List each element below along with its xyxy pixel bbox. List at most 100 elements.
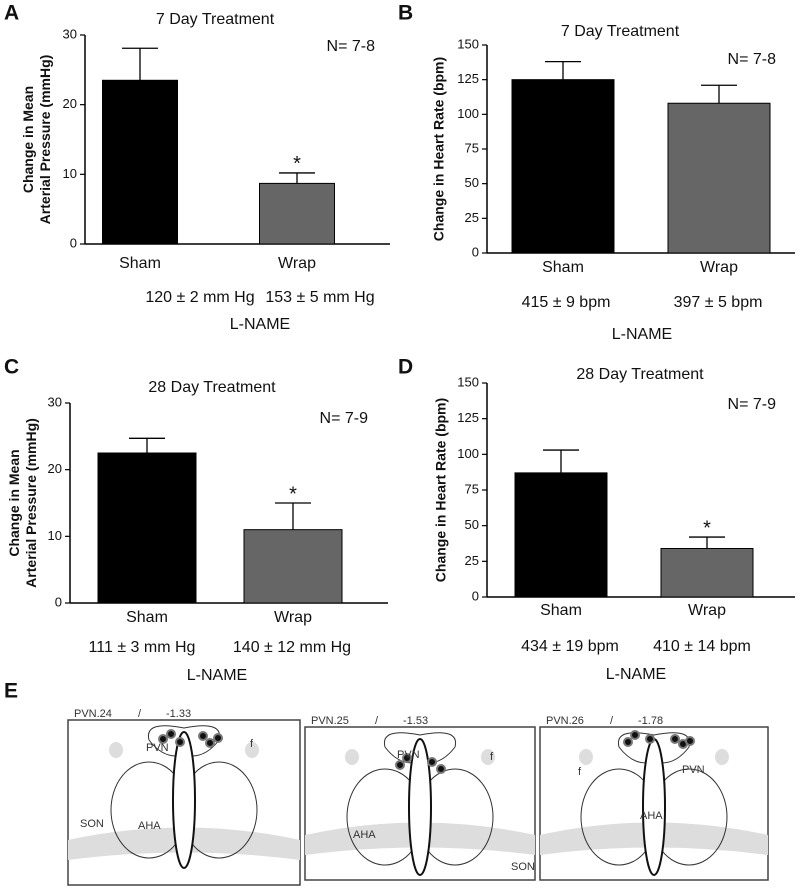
fornix-right (481, 749, 495, 765)
third-ventricle (408, 738, 432, 876)
y-axis-label: Change in Heart Rate (bpm) (431, 57, 447, 241)
section-id: PVN.25 (311, 715, 349, 727)
baseline-label: 397 ± 5 bpm (674, 294, 763, 311)
bar (259, 182, 335, 245)
fornix-left (579, 749, 593, 765)
region-label: PVN (146, 742, 169, 754)
baseline-label: 140 ± 12 mm Hg (233, 639, 351, 656)
brain-section: PVN.25 / -1.53 PVN f AHA SON (304, 715, 536, 881)
bar (243, 529, 343, 604)
labelled-cell (685, 736, 695, 746)
x-tick-label: Wrap (700, 259, 738, 276)
region-label: f (490, 751, 494, 763)
labelled-cell (175, 737, 185, 747)
n-label: N= 7-9 (728, 396, 777, 413)
fornix-right (715, 749, 729, 765)
region-label: PVN (397, 749, 420, 761)
chart-title: 28 Day Treatment (576, 366, 704, 383)
labelled-cell (158, 734, 168, 744)
region-label: PVN (682, 764, 705, 776)
region-label: f (250, 738, 254, 750)
baseline-label: 415 ± 9 bpm (522, 294, 611, 311)
bar (514, 472, 608, 598)
y-tick-label: 10 (48, 528, 62, 543)
y-tick-label: 50 (465, 517, 479, 532)
panel-label: C (4, 356, 19, 379)
significance-mark: * (293, 153, 301, 175)
panel-label: A (4, 2, 19, 25)
y-axis-label: Change in Heart Rate (bpm) (433, 398, 449, 582)
y-tick-label: 0 (55, 594, 62, 609)
y-tick-label: 75 (465, 481, 479, 496)
bar (102, 79, 178, 245)
y-tick-label: 25 (465, 210, 479, 225)
n-label: N= 7-8 (728, 51, 777, 68)
section-separator: / (138, 708, 142, 720)
labelled-cell (402, 753, 412, 763)
y-axis-label: Arterial Pressure (mmHg) (23, 418, 39, 588)
labelled-cell (213, 733, 223, 743)
n-label: N= 7-8 (327, 38, 376, 55)
baseline-label: 410 ± 14 bpm (653, 638, 751, 655)
labelled-cell (630, 730, 640, 740)
y-tick-label: 20 (48, 461, 62, 476)
y-tick-label: 150 (457, 374, 479, 389)
bar (667, 102, 771, 254)
third-ventricle (642, 738, 666, 876)
section-bregma: -1.78 (638, 715, 663, 727)
y-tick-label: 20 (63, 96, 77, 111)
region-label: f (578, 766, 582, 778)
x-tick-label: Wrap (274, 609, 312, 626)
y-axis-label: Arterial Pressure (mmHg) (37, 55, 53, 225)
fornix-right (245, 742, 259, 758)
section-separator: / (375, 715, 379, 727)
labelled-cell (427, 757, 437, 767)
labelled-cell (205, 738, 215, 748)
y-tick-label: 25 (465, 553, 479, 568)
chart-title: 28 Day Treatment (148, 379, 276, 396)
section-bregma: -1.53 (403, 715, 428, 727)
fornix-left (345, 749, 359, 765)
section-separator: / (610, 715, 614, 727)
y-axis-label: Change in Mean (20, 86, 36, 193)
baseline-label: 120 ± 2 mm Hg (145, 289, 254, 306)
x-tick-label: Sham (542, 259, 584, 276)
region-label: SON (511, 861, 535, 873)
x-tick-label: Sham (540, 602, 582, 619)
x-tick-label: Sham (126, 609, 168, 626)
group-label: L-NAME (187, 667, 247, 684)
section-id: PVN.26 (546, 715, 584, 727)
panel-label: D (398, 356, 413, 379)
y-tick-label: 50 (465, 175, 479, 190)
region-label: AHA (640, 810, 663, 822)
x-tick-label: Wrap (278, 255, 316, 272)
y-tick-label: 10 (63, 166, 77, 181)
x-tick-label: Sham (119, 255, 161, 272)
region-label: AHA (353, 829, 376, 841)
y-tick-label: 0 (472, 244, 479, 259)
y-tick-label: 0 (472, 588, 479, 603)
group-label: L-NAME (612, 326, 672, 343)
panel-label: E (4, 680, 18, 703)
region-label: SON (80, 818, 104, 830)
y-tick-label: 125 (457, 410, 479, 425)
bar (660, 547, 754, 598)
pvn-outline (383, 732, 457, 764)
y-tick-label: 30 (63, 26, 77, 41)
y-tick-label: 100 (457, 446, 479, 461)
x-tick-label: Wrap (688, 602, 726, 619)
baseline-label: 434 ± 19 bpm (521, 638, 619, 655)
y-tick-label: 150 (457, 36, 479, 51)
labelled-cell (623, 737, 633, 747)
baseline-label: 111 ± 3 mm Hg (89, 639, 196, 656)
brain-section: PVN.26 / -1.78 f PVN AHA (539, 715, 769, 881)
significance-mark: * (289, 483, 297, 505)
bar (511, 79, 615, 254)
labelled-cell (395, 760, 405, 770)
bar (97, 452, 197, 604)
significance-mark: * (703, 517, 711, 539)
y-tick-label: 30 (48, 394, 62, 409)
section-bregma: -1.33 (166, 708, 191, 720)
y-tick-label: 75 (465, 140, 479, 155)
labelled-cell (645, 734, 655, 744)
